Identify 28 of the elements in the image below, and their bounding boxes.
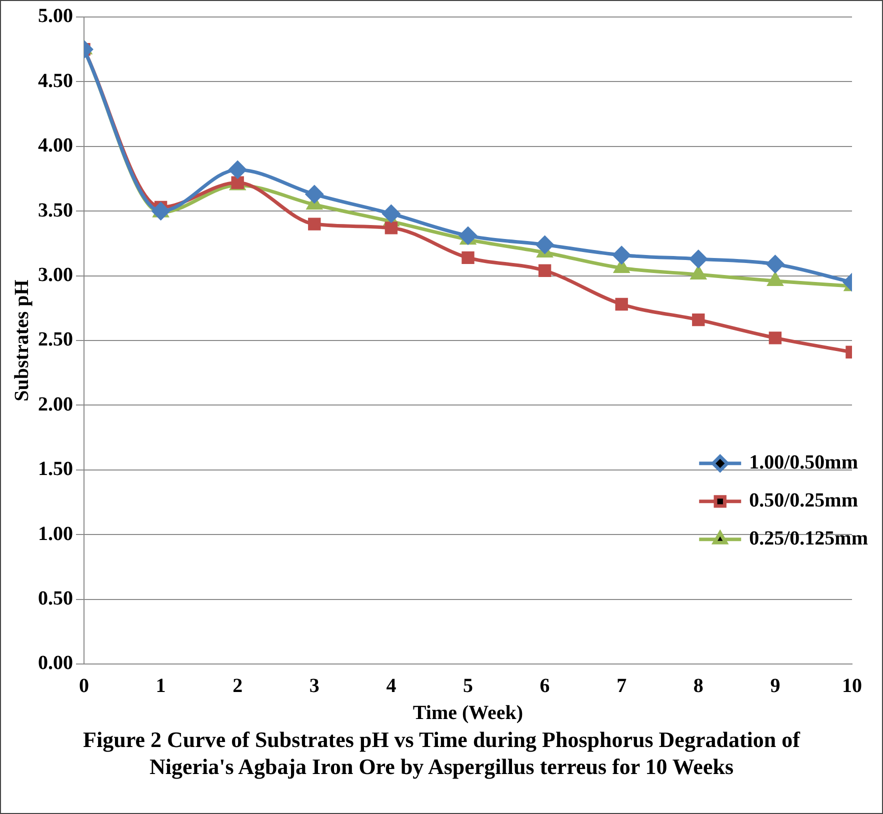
x-tick-label: 4 [386,675,396,698]
x-tick-label: 10 [842,675,862,698]
y-tick-label: 5.00 [38,5,73,28]
y-tick-label: 0.50 [38,587,73,610]
x-tick-label: 5 [463,675,473,698]
text: Figure 2 Curve of Substrates pH vs Time during Phosphorus Degradation of Nigeria's Agbaja Iron Ore by Aspergillus terreus for 10 Weeks [82,726,802,780]
y-tick-label: 4.00 [38,134,73,157]
x-axis-title: Time (Week) [412,702,524,724]
y-tick-label: 3.00 [38,264,73,286]
y-tick-label: 1.00 [38,522,73,545]
legend-label: 0.25/0.125mm [749,528,868,550]
y-tick-label: 3.50 [38,199,73,222]
x-tick-label: 1 [156,675,166,698]
y-axis-title: Substrates pH [11,279,34,402]
x-tick-label: 0 [79,675,89,698]
y-tick-label: 0.00 [38,652,73,674]
x-tick-label: 3 [309,675,320,698]
x-tick-label: 7 [616,675,627,698]
y-tick-label: 1.50 [38,458,73,480]
legend-label: 1.00/0.50mm [749,452,858,474]
y-tick-label: 4.50 [38,70,73,92]
y-tick-label: 2.50 [38,328,73,351]
legend-label: 0.50/0.25mm [749,490,858,512]
x-tick-label: 9 [770,675,780,698]
x-tick-label: 2 [232,675,243,698]
x-tick-label: 8 [693,675,704,698]
y-tick-label: 2.00 [38,393,73,416]
x-tick-label: 6 [540,675,550,698]
